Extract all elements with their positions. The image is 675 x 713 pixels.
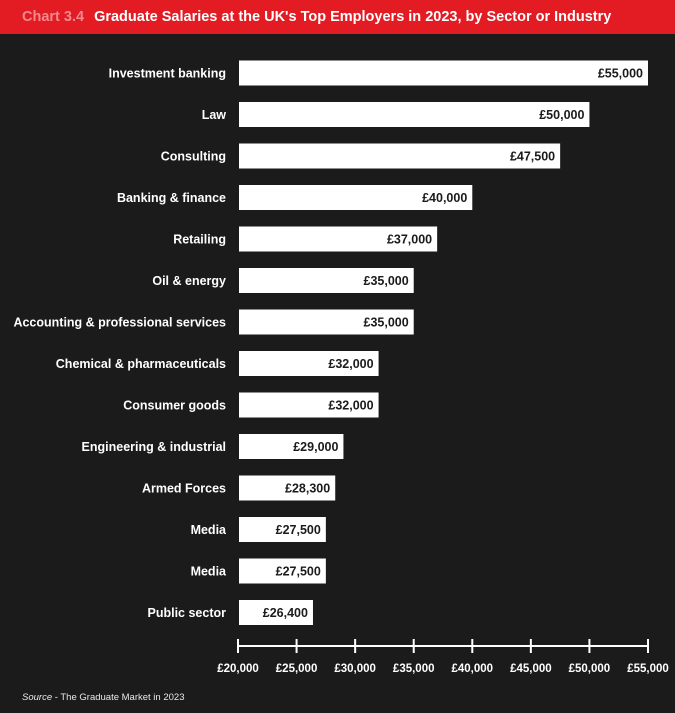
category-label: Consumer goods bbox=[123, 399, 226, 413]
category-label: Public sector bbox=[148, 606, 227, 620]
value-label: £35,000 bbox=[364, 316, 409, 330]
category-label: Media bbox=[191, 523, 227, 537]
bar bbox=[239, 226, 438, 252]
x-tick-label: £25,000 bbox=[276, 663, 318, 675]
bar bbox=[239, 143, 561, 169]
bar bbox=[239, 60, 648, 86]
value-label: £32,000 bbox=[328, 399, 373, 413]
category-label: Media bbox=[191, 565, 227, 579]
value-label: £47,500 bbox=[510, 150, 555, 164]
x-tick-label: £30,000 bbox=[334, 663, 376, 675]
bar bbox=[239, 434, 344, 459]
bar bbox=[239, 102, 590, 127]
category-label: Oil & energy bbox=[152, 274, 226, 288]
x-tick-label: £55,000 bbox=[627, 663, 669, 675]
category-label: Engineering & industrial bbox=[82, 440, 226, 454]
chart-title: Graduate Salaries at the UK's Top Employ… bbox=[94, 9, 612, 25]
bar bbox=[239, 185, 473, 210]
category-label: Chemical & pharmaceuticals bbox=[56, 357, 226, 371]
bar bbox=[239, 475, 336, 501]
value-label: £55,000 bbox=[598, 67, 643, 81]
value-label: £27,500 bbox=[276, 565, 321, 579]
bar bbox=[239, 517, 326, 542]
value-label: £28,300 bbox=[285, 482, 330, 496]
x-axis-title: Median starting salaries bbox=[395, 683, 491, 684]
category-label: Consulting bbox=[161, 150, 226, 164]
value-label: £35,000 bbox=[364, 274, 409, 288]
category-label: Investment banking bbox=[109, 67, 226, 81]
source-note: Source - The Graduate Market in 2023 bbox=[22, 692, 184, 703]
source-label: Source bbox=[22, 692, 53, 703]
x-tick-label: £45,000 bbox=[510, 663, 552, 675]
category-label: Law bbox=[202, 108, 227, 122]
source-text: - The Graduate Market in 2023 bbox=[52, 692, 185, 703]
bar bbox=[239, 309, 414, 335]
value-label: £37,000 bbox=[387, 233, 432, 247]
bar bbox=[239, 558, 326, 584]
bar bbox=[239, 392, 379, 418]
chart-number: Chart 3.4 bbox=[22, 9, 85, 25]
value-label: £50,000 bbox=[539, 108, 584, 122]
category-label: Retailing bbox=[173, 233, 226, 247]
chart-header: Chart 3.4 Graduate Salaries at the UK's … bbox=[0, 0, 675, 34]
bar bbox=[239, 351, 379, 376]
x-tick-label: £35,000 bbox=[393, 663, 435, 675]
category-label: Banking & finance bbox=[117, 191, 226, 205]
value-label: £32,000 bbox=[328, 357, 373, 371]
x-tick-label: £50,000 bbox=[569, 663, 611, 675]
bar-chart: Investment banking £55,000 Law £50,000 Consu… bbox=[13, 60, 669, 684]
value-label: £29,000 bbox=[293, 440, 338, 454]
x-tick-label: £40,000 bbox=[451, 663, 493, 675]
category-label: Armed Forces bbox=[142, 482, 226, 496]
value-label: £27,500 bbox=[276, 523, 321, 537]
x-tick-label: £20,000 bbox=[217, 663, 259, 675]
category-label: Accounting & professional services bbox=[13, 316, 226, 330]
bar bbox=[239, 268, 414, 293]
bar bbox=[239, 600, 313, 625]
value-label: £26,400 bbox=[263, 606, 308, 620]
value-label: £40,000 bbox=[422, 191, 467, 205]
